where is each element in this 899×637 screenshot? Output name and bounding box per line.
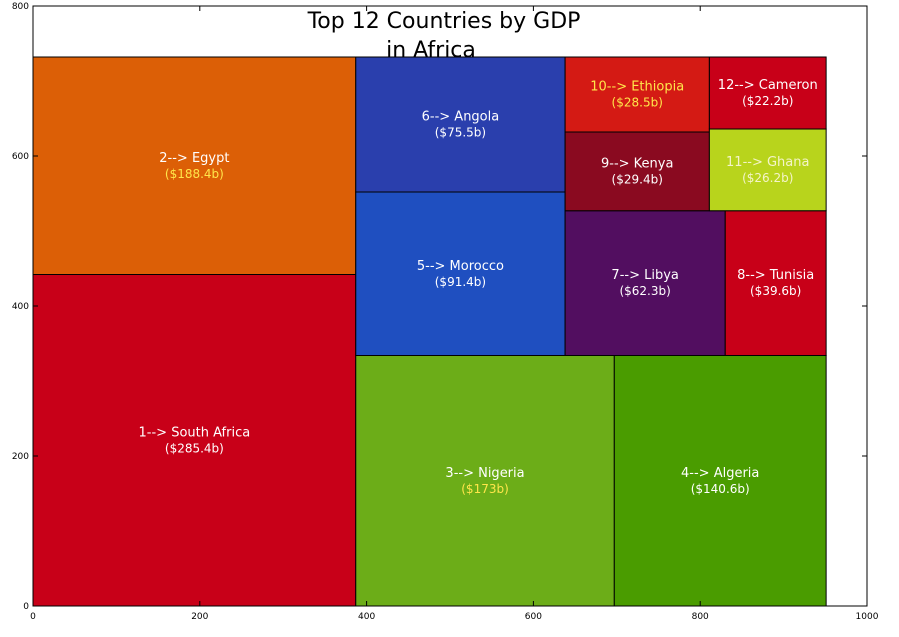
treemap-cell-label: 11--> Ghana xyxy=(726,155,809,170)
treemap-cell: 9--> Kenya($29.4b) xyxy=(564,131,710,212)
treemap-cell-label: 4--> Algeria xyxy=(681,466,759,481)
treemap-cell-label: 9--> Kenya xyxy=(601,156,673,171)
x-tick-label: 400 xyxy=(358,612,375,622)
treemap-cell-label: 7--> Libya xyxy=(611,268,678,283)
treemap-cell: 3--> Nigeria($173b) xyxy=(355,355,615,607)
treemap-cell-rect xyxy=(355,355,615,607)
treemap-cell-label: 10--> Ethiopia xyxy=(590,80,684,95)
treemap-cell-rect xyxy=(564,56,710,133)
x-tick-label: 800 xyxy=(692,612,709,622)
treemap-cell: 4--> Algeria($140.6b) xyxy=(613,355,827,607)
treemap-cell-rect xyxy=(355,191,566,356)
treemap-cell-rect xyxy=(708,128,827,212)
treemap-cell: 1--> South Africa($285.4b) xyxy=(32,274,357,607)
treemap-cell: 5--> Morocco($91.4b) xyxy=(355,191,566,356)
y-tick-label: 200 xyxy=(12,452,29,462)
treemap-cell: 2--> Egypt($188.4b) xyxy=(32,56,357,275)
treemap-cell: 12--> Cameron($22.2b) xyxy=(708,56,827,130)
treemap-cell-rect xyxy=(32,56,357,275)
treemap-cell: 6--> Angola($75.5b) xyxy=(355,56,566,193)
treemap-cell-label: 3--> Nigeria xyxy=(445,466,524,481)
treemap-cell-value: ($91.4b) xyxy=(435,275,486,289)
treemap-cell-value: ($39.6b) xyxy=(750,284,801,298)
treemap-cell-rect xyxy=(32,274,357,607)
treemap-cell-label: 6--> Angola xyxy=(422,110,500,125)
y-tick-label: 600 xyxy=(12,152,29,162)
treemap-cell: 10--> Ethiopia($28.5b) xyxy=(564,56,710,133)
x-tick-label: 1000 xyxy=(856,612,879,622)
treemap-cell-rect xyxy=(355,56,566,193)
treemap-cell-value: ($29.4b) xyxy=(612,172,663,186)
treemap-cell-value: ($285.4b) xyxy=(165,441,224,455)
treemap-cell-value: ($28.5b) xyxy=(612,96,663,110)
treemap-cell-rect xyxy=(564,131,710,212)
x-tick-label: 200 xyxy=(191,612,208,622)
y-tick-label: 800 xyxy=(12,2,29,12)
treemap-cell-value: ($173b) xyxy=(461,482,509,496)
treemap-cell-label: 12--> Cameron xyxy=(718,78,818,93)
treemap-cell-rect xyxy=(564,210,726,356)
treemap-cell-rect xyxy=(613,355,827,607)
treemap-cell-label: 2--> Egypt xyxy=(159,151,229,166)
treemap-cell-label: 1--> South Africa xyxy=(139,425,251,440)
treemap-cell-value: ($140.6b) xyxy=(691,482,750,496)
treemap-cell: 8--> Tunisia($39.6b) xyxy=(724,210,827,356)
chart-title-line-2: in Africa xyxy=(386,38,476,63)
treemap-cell-value: ($62.3b) xyxy=(619,284,670,298)
treemap-cell-value: ($188.4b) xyxy=(165,167,224,181)
treemap-cell-label: 8--> Tunisia xyxy=(737,268,814,283)
treemap-cell: 7--> Libya($62.3b) xyxy=(564,210,726,356)
treemap-cell-rect xyxy=(724,210,827,356)
chart-title-line-1: Top 12 Countries by GDP xyxy=(307,9,581,34)
x-tick-label: 600 xyxy=(525,612,542,622)
treemap-cell: 11--> Ghana($26.2b) xyxy=(708,128,827,212)
treemap-cells: 1--> South Africa($285.4b)2--> Egypt($18… xyxy=(32,56,827,607)
x-tick-label: 0 xyxy=(30,612,36,622)
axis-ticks: 0 200 400 600 800 1000 0 200 400 600 800 xyxy=(12,2,879,622)
treemap-cell-value: ($22.2b) xyxy=(742,94,793,108)
treemap-cell-rect xyxy=(708,56,827,130)
treemap-cell-value: ($75.5b) xyxy=(435,126,486,140)
treemap-cell-value: ($26.2b) xyxy=(742,171,793,185)
treemap-cell-label: 5--> Morocco xyxy=(417,259,504,274)
y-tick-label: 0 xyxy=(23,602,29,612)
y-tick-label: 400 xyxy=(12,302,29,312)
